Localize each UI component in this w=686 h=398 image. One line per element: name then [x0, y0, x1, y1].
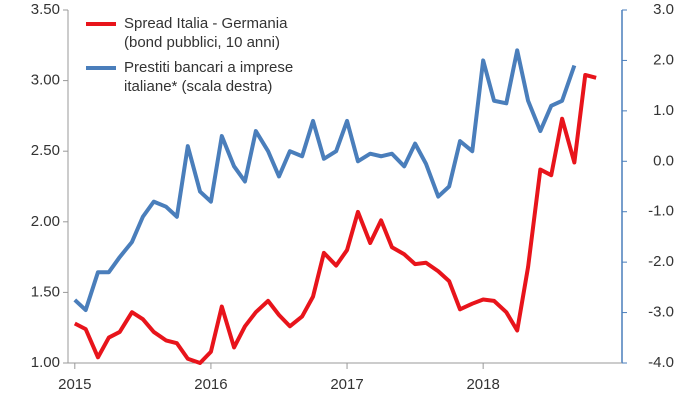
- y-tick-label: 3.50: [31, 1, 60, 18]
- legend: Spread Italia - Germania (bond pubblici,…: [86, 14, 329, 102]
- y-tick-label: 2.00: [31, 213, 60, 230]
- y2-tick-label: -3.0: [648, 304, 674, 321]
- x-tick-label: 2015: [58, 376, 91, 393]
- y2-tick-label: 3.0: [653, 1, 674, 18]
- x-tick-label: 2017: [330, 376, 363, 393]
- series-line: [73, 48, 577, 313]
- legend-item: Spread Italia - Germania (bond pubblici,…: [86, 14, 329, 52]
- y2-tick-label: -2.0: [648, 253, 674, 270]
- y2-tick-label: -4.0: [648, 354, 674, 371]
- x-tick-label: 2016: [194, 376, 227, 393]
- legend-swatch: [86, 66, 116, 70]
- y-tick-label: 3.00: [31, 72, 60, 89]
- series-line: [73, 72, 597, 365]
- legend-item: Prestiti bancari a imprese italiane* (sc…: [86, 58, 329, 96]
- y-tick-label: 1.50: [31, 283, 60, 300]
- legend-swatch: [86, 22, 116, 26]
- legend-label: Prestiti bancari a imprese italiane* (sc…: [124, 59, 294, 95]
- y-tick-label: 1.00: [31, 354, 60, 371]
- y2-tick-label: 0.0: [653, 152, 674, 169]
- y-tick-label: 2.50: [31, 142, 60, 159]
- y2-tick-label: 1.0: [653, 102, 674, 119]
- y2-tick-label: -1.0: [648, 203, 674, 220]
- legend-label: Spread Italia - Germania (bond pubblici,…: [124, 15, 288, 51]
- y2-tick-label: 2.0: [653, 51, 674, 68]
- x-tick-label: 2018: [466, 376, 499, 393]
